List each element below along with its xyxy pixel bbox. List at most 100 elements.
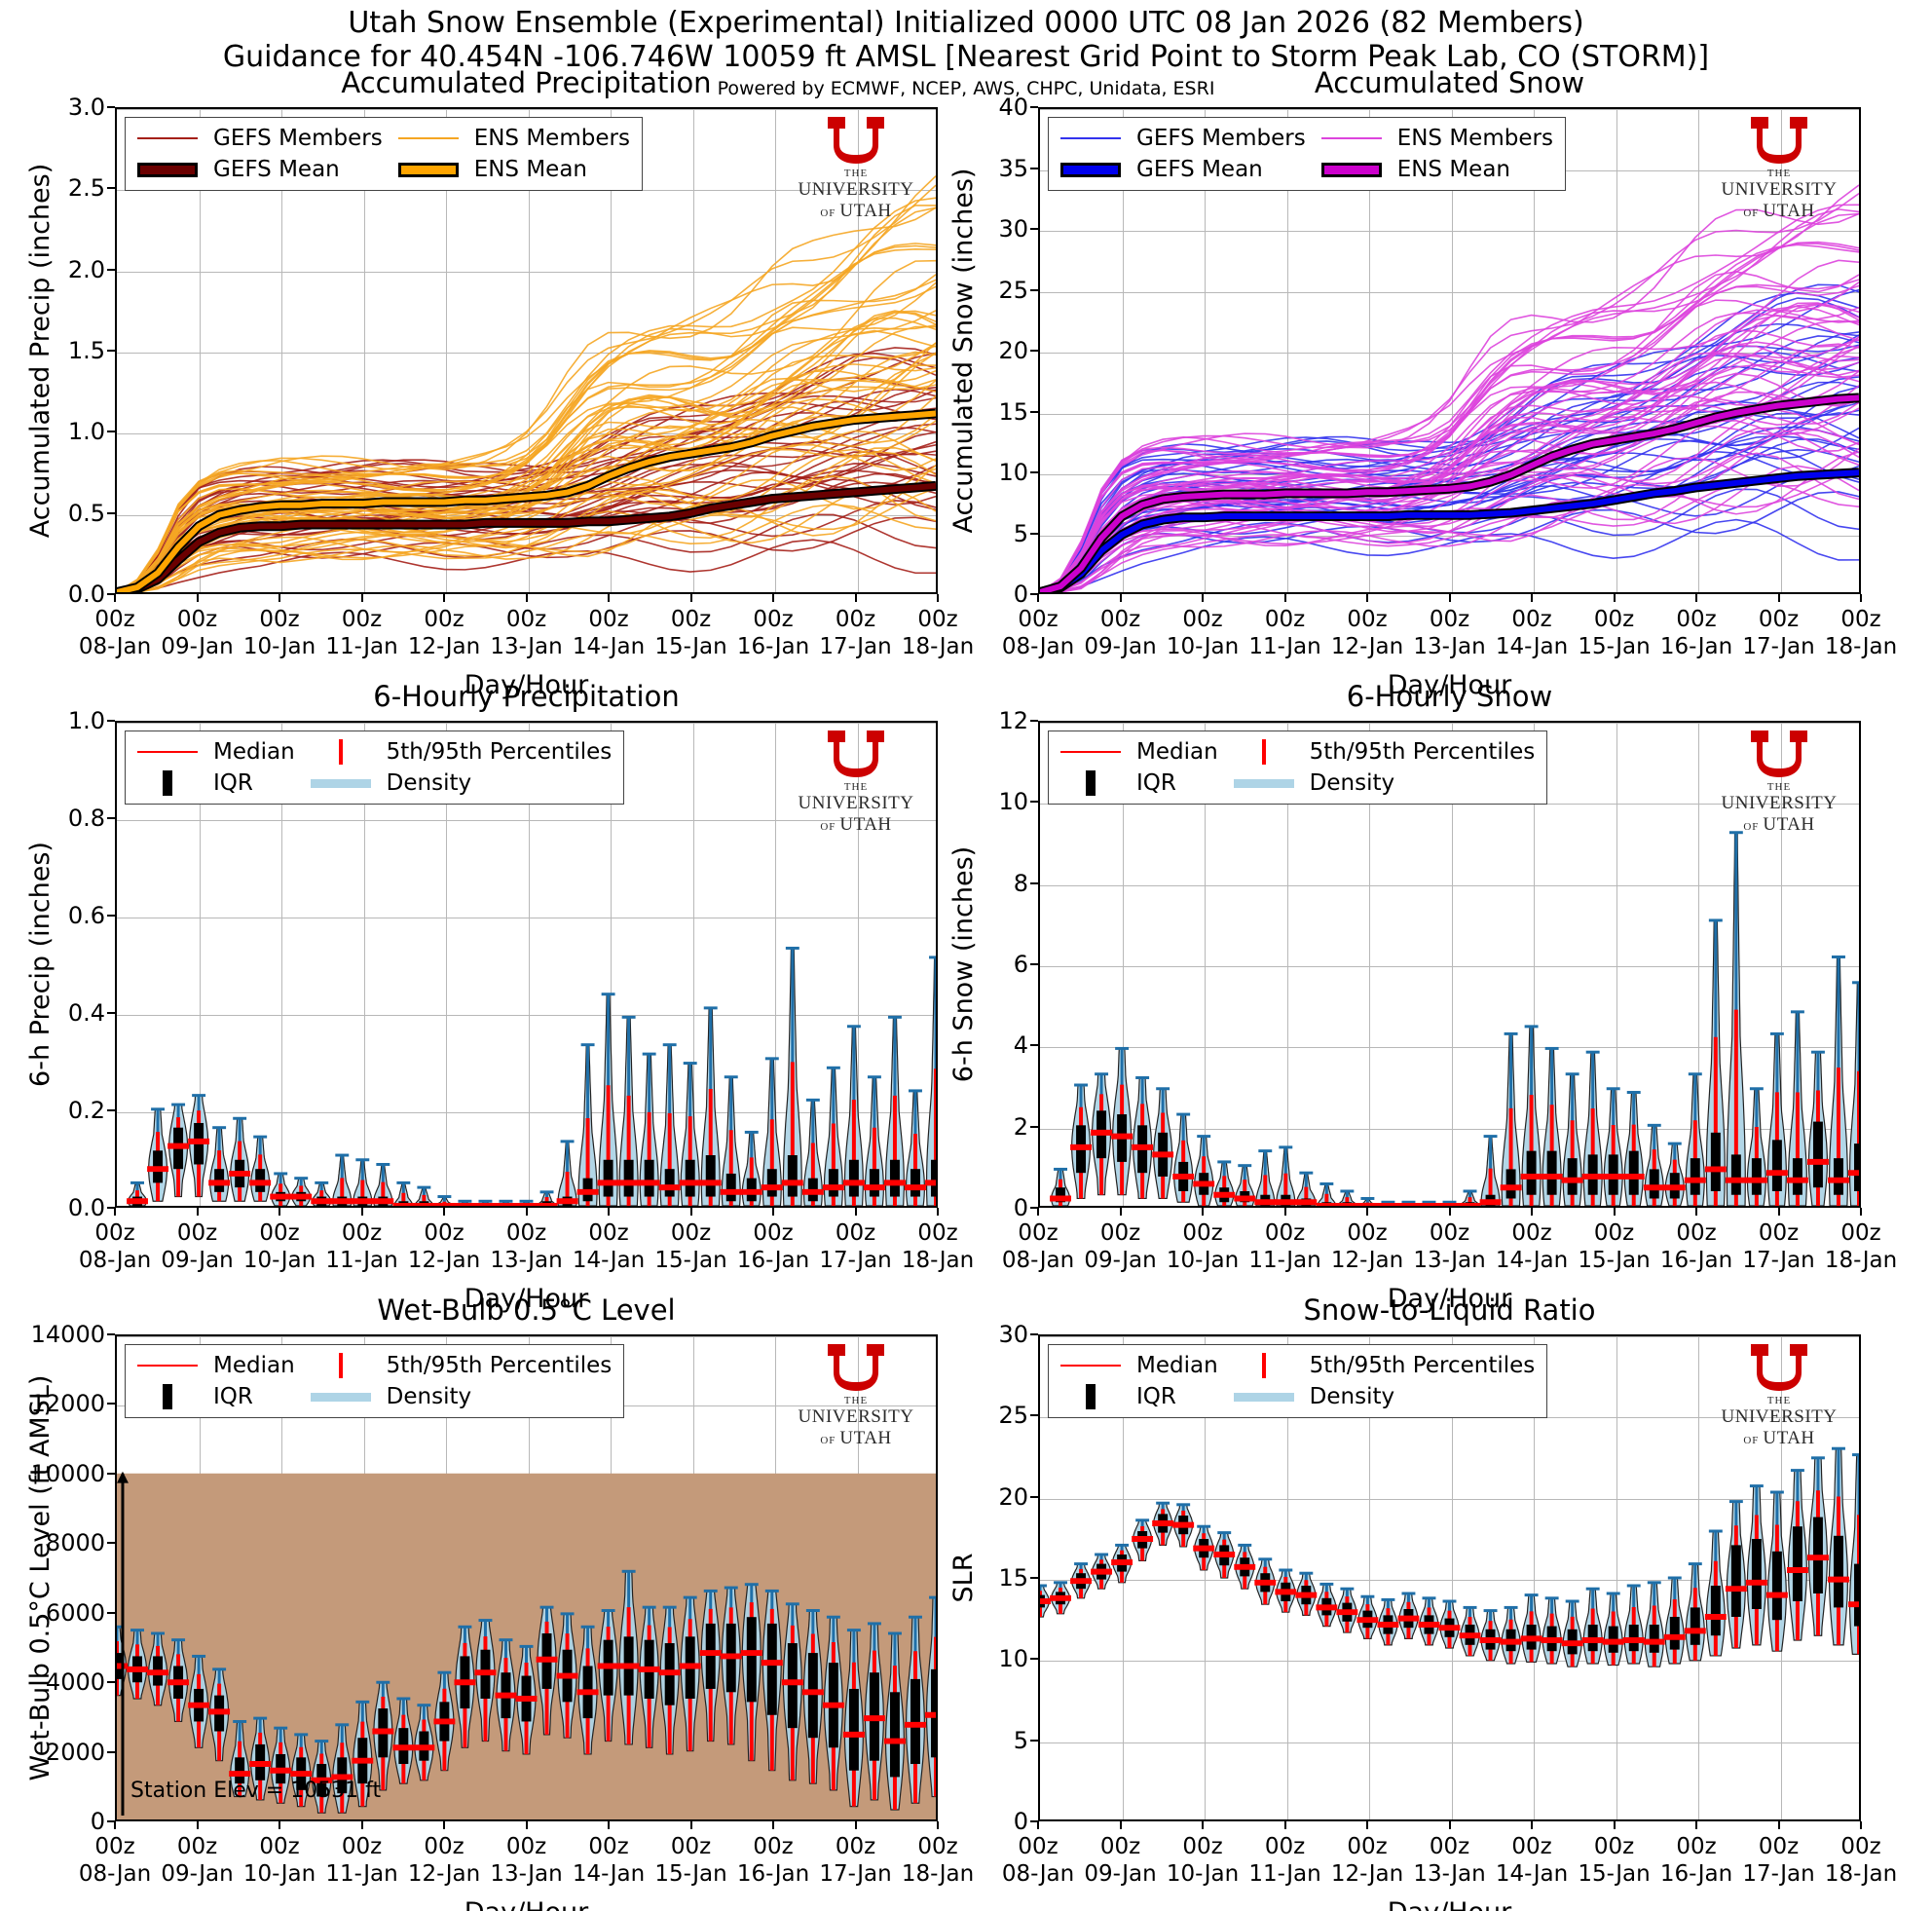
panel-title-wet-bulb-level: Wet-Bulb 0.5°C Level (377, 1293, 676, 1327)
x-tick-mark (1283, 594, 1286, 602)
x-tick-label: 00z 17-Jan (1742, 606, 1814, 660)
x-tick-mark (608, 1208, 610, 1216)
x-tick-mark (1448, 1208, 1451, 1216)
iqr-box (725, 1173, 736, 1202)
figure-title-line-2: Guidance for 40.454N -106.746W 10059 ft … (222, 40, 1710, 75)
x-gridline (1451, 109, 1453, 592)
x-tick-date: 09-Jan (161, 1248, 234, 1274)
y-tick-mark (107, 1820, 115, 1822)
legend-label-0: Median (213, 1353, 295, 1378)
legend-swatch-3 (1233, 1392, 1294, 1402)
x-tick-label: 00z 11-Jan (1248, 1219, 1320, 1274)
x-gridline (611, 723, 612, 1206)
x-tick-label: 00z 17-Jan (1742, 1833, 1814, 1888)
x-tick-label: 00z 12-Jan (1331, 1833, 1403, 1888)
y-tick-mark (107, 1012, 115, 1014)
iqr-box (869, 1169, 879, 1197)
x-tick-label: 00z 12-Jan (408, 606, 480, 660)
legend-six-hourly-precipitation: Median 5th/95th Percentiles IQR Density (125, 731, 625, 805)
u-block-icon (794, 729, 918, 781)
x-tick-date: 12-Jan (1330, 1861, 1404, 1888)
y-tick-label: 1.5 (67, 337, 105, 364)
iqr-box (1526, 1150, 1537, 1195)
iqr-box (787, 1643, 798, 1729)
x-tick-hour: 00z (1676, 1220, 1717, 1246)
x-tick-date: 12-Jan (407, 634, 481, 660)
y-tick-mark (107, 593, 115, 595)
x-tick-hour: 00z (1676, 1834, 1717, 1859)
y-tick-label: 0.5 (67, 499, 105, 527)
x-tick-date: 14-Jan (1495, 1861, 1569, 1888)
x-tick-mark (443, 594, 445, 602)
iqr-box (603, 1159, 613, 1197)
x-tick-mark (1695, 1208, 1697, 1216)
x-tick-date: 11-Jan (1248, 1248, 1321, 1274)
iqr-box (1567, 1158, 1578, 1195)
ensemble-member-line (1040, 309, 1859, 592)
x-tick-hour: 00z (917, 1834, 958, 1859)
y-tick-label: 4000 (45, 1668, 105, 1697)
y-gridline (1040, 1661, 1859, 1663)
data-layer-snow-to-liquid-ratio (1040, 1446, 1859, 1667)
ensemble-member-line (1040, 303, 1859, 592)
x-tick-date: 17-Jan (819, 1248, 892, 1274)
y-gridline (1040, 413, 1859, 415)
ensemble-member-line (1040, 208, 1859, 592)
x-tick-label: 00z 18-Jan (902, 1833, 974, 1888)
iqr-box (1505, 1169, 1516, 1199)
legend-label-2: IQR (1136, 770, 1176, 796)
x-gridline (857, 723, 859, 1206)
x-tick-date: 18-Jan (1824, 1861, 1898, 1888)
y-tick-mark (1030, 593, 1038, 595)
y-gridline (1040, 884, 1859, 886)
x-tick-hour: 00z (1099, 607, 1141, 632)
x-tick-date: 18-Jan (901, 1861, 975, 1888)
x-tick-label: 00z 15-Jan (1578, 1219, 1650, 1274)
x-tick-mark (937, 1821, 939, 1829)
legend-swatch-2 (1060, 162, 1121, 177)
y-tick-mark (1030, 350, 1038, 352)
y-tick-mark (107, 1109, 115, 1111)
x-tick-date: 14-Jan (1495, 1248, 1569, 1274)
y-tick-mark (1030, 410, 1038, 413)
y-tick-label: 6000 (45, 1598, 105, 1627)
x-tick-date: 17-Jan (819, 634, 892, 660)
x-tick-date: 10-Jan (242, 1861, 316, 1888)
y-axis-label-six-hourly-precipitation: 6-h Precip (inches) (25, 842, 56, 1087)
x-tick-date: 16-Jan (1659, 1861, 1733, 1888)
x-tick-mark (196, 1208, 199, 1216)
ensemble-member-line (1040, 192, 1859, 592)
x-tick-label: 00z 10-Jan (243, 606, 316, 660)
legend-label-3: Density (1309, 770, 1395, 796)
y-axis-label-accumulated-precipitation: Accumulated Precip (inches) (25, 163, 56, 539)
y-tick-label: 2 (1013, 1112, 1028, 1141)
logo-university-text: UNIVERSITY (1721, 179, 1838, 200)
x-tick-mark (1119, 1821, 1122, 1829)
x-tick-label: 00z 15-Jan (1578, 1833, 1650, 1888)
x-tick-label: 00z 08-Jan (1002, 1219, 1074, 1274)
ensemble-member-line (1040, 434, 1859, 592)
x-gridline (1534, 1336, 1535, 1819)
x-gridline (1616, 109, 1617, 592)
x-tick-hour: 00z (176, 607, 218, 632)
y-tick-label: 10000 (30, 1459, 105, 1487)
legend-swatch-2 (1060, 1384, 1121, 1409)
ensemble-member-line (1040, 329, 1859, 592)
x-tick-mark (114, 594, 116, 602)
x-tick-label: 00z 13-Jan (1413, 1219, 1485, 1274)
y-tick-label: 2.0 (67, 255, 105, 283)
x-tick-hour: 00z (1182, 607, 1223, 632)
y-tick-mark (1030, 471, 1038, 473)
legend-label-3: ENS Mean (473, 157, 588, 182)
x-gridline (692, 109, 694, 592)
legend-swatch-0 (137, 137, 198, 139)
x-tick-hour: 00z (1018, 1220, 1059, 1246)
x-tick-mark (854, 1821, 857, 1829)
x-tick-date: 17-Jan (1742, 1248, 1815, 1274)
x-tick-mark (854, 1208, 857, 1216)
x-tick-hour: 00z (94, 1834, 135, 1859)
iqr-box (1710, 1586, 1721, 1636)
x-tick-date: 18-Jan (901, 1248, 975, 1274)
x-tick-label: 00z 08-Jan (79, 1833, 151, 1888)
x-tick-label: 00z 16-Jan (737, 1833, 809, 1888)
